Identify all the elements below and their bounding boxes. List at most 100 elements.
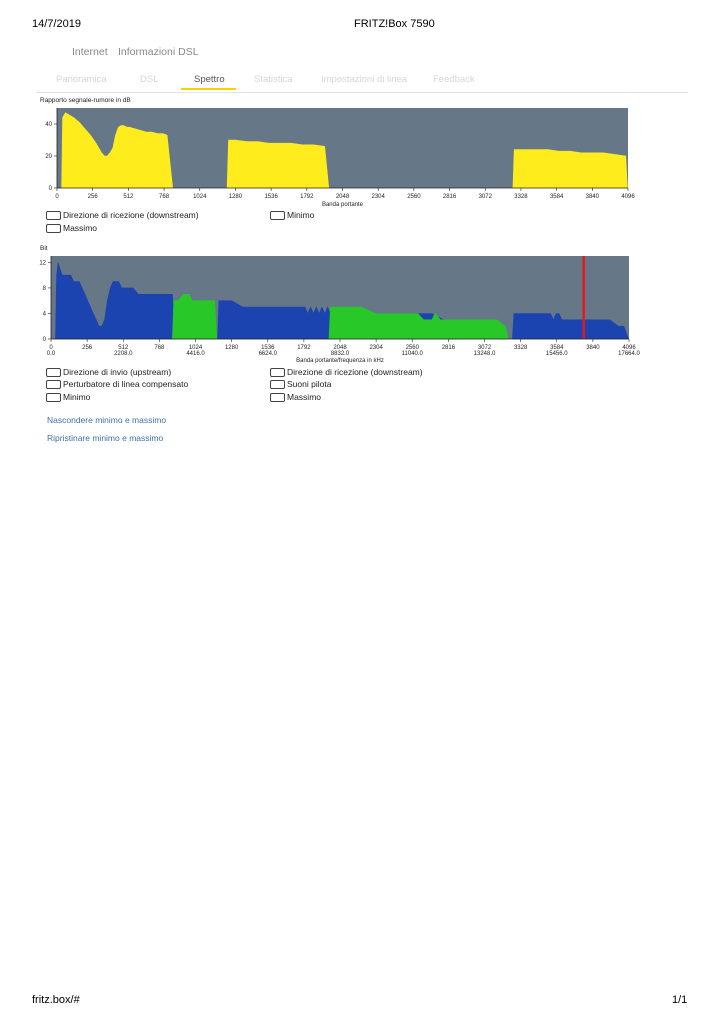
series-0-segment-0 [61, 112, 173, 189]
x-tick-label: 1792 [300, 194, 314, 200]
x-axis-label: Banda portante [322, 202, 364, 208]
legend-bits-upstream-label: Direzione di invio (upstream) [63, 367, 172, 377]
bits-chart: 0 4 8 12 0 256 512 768 1024 1280 1536 1792 2048 2304 2… [39, 256, 641, 364]
legend-bits-crosstalk[interactable]: Perturbatore di linea compensato [46, 379, 188, 389]
x-tick-label: 3328 [514, 194, 528, 200]
x-tick-label: 1024 [193, 194, 207, 200]
checkbox-bits-downstream[interactable] [270, 367, 285, 377]
checkbox-snr-downstream[interactable] [46, 210, 61, 220]
snr-chart: 0 20 40 0 256 512 768 1024 1280 1536 1792 2048 2304 2… [45, 108, 635, 208]
checkbox-snr-maximum[interactable] [46, 223, 61, 233]
x-tick-label: 2560 [406, 345, 420, 351]
x-tick-khz-label: 6624.0 [259, 351, 278, 357]
checkbox-bits-crosstalk[interactable] [46, 379, 61, 389]
y-tick-label: 4 [43, 311, 47, 317]
tab-feedback[interactable]: Feedback [433, 74, 475, 85]
x-tick-khz-label: 0.0 [47, 351, 56, 357]
x-tick-label: 3072 [478, 345, 492, 351]
x-tick-label: 512 [118, 345, 129, 351]
y-tick-label: 12 [39, 260, 46, 266]
snr-chart-title: Rapporto segnale-rumore in dB [40, 97, 131, 104]
legend-snr-maximum[interactable]: Massimo [46, 223, 97, 233]
x-tick-label: 4096 [621, 194, 635, 200]
legend-snr-downstream-label: Direzione di ricezione (downstream) [63, 210, 199, 220]
legend-snr-maximum-label: Massimo [63, 223, 98, 233]
tab-spectrum[interactable]: Spettro [194, 74, 225, 85]
series-1-segment-1 [328, 306, 509, 340]
x-tick-label: 2816 [442, 345, 456, 351]
print-title: FRITZ!Box 7590 [354, 18, 435, 30]
y-tick-label: 20 [45, 154, 52, 160]
x-axis-label: Banda portante/frequenza in kHz [296, 358, 384, 364]
checkbox-bits-pilot[interactable] [270, 379, 285, 389]
y-tick-label: 0 [49, 186, 53, 192]
x-tick-label: 256 [88, 194, 99, 200]
legend-bits-minimum[interactable]: Minimo [46, 392, 90, 402]
legend-bits-crosstalk-label: Perturbatore di linea compensato [63, 379, 189, 389]
tab-overview[interactable]: Panoramica [56, 74, 107, 85]
x-tick-label: 2048 [336, 194, 350, 200]
x-tick-label: 1536 [261, 345, 275, 351]
checkbox-bits-minimum[interactable] [46, 392, 61, 402]
x-tick-label: 3840 [586, 194, 600, 200]
hide-minmax-link[interactable]: Nascondere minimo e massimo [47, 415, 167, 425]
x-tick-label: 1792 [297, 345, 311, 351]
legend-bits-downstream[interactable]: Direzione di ricezione (downstream) [270, 367, 423, 377]
series-0-segment-2 [512, 149, 628, 189]
x-tick-khz-label: 8832.0 [331, 351, 350, 357]
restore-minmax-link[interactable]: Ripristinare minimo e massimo [47, 433, 164, 443]
x-tick-label: 1024 [189, 345, 203, 351]
series-0-segment-0 [55, 262, 176, 340]
x-tick-label: 3328 [514, 345, 528, 351]
x-tick-label: 768 [154, 345, 165, 351]
x-tick-label: 2304 [372, 194, 386, 200]
x-tick-khz-label: 15456.0 [546, 351, 568, 357]
y-tick-label: 8 [43, 286, 47, 292]
series-0-segment-1 [217, 300, 333, 340]
x-tick-khz-label: 17664.0 [618, 351, 640, 357]
print-date: 14/7/2019 [32, 18, 81, 30]
legend-snr-minimum-label: Minimo [287, 210, 315, 220]
x-tick-label: 0 [49, 345, 53, 351]
checkbox-snr-minimum[interactable] [270, 210, 285, 220]
series-1-segment-0 [172, 294, 218, 340]
legend-snr-minimum[interactable]: Minimo [270, 210, 314, 220]
legend-bits-pilot[interactable]: Suoni pilota [270, 379, 331, 389]
x-tick-label: 2816 [443, 194, 457, 200]
series-0-segment-1 [226, 139, 330, 189]
legend-bits-maximum[interactable]: Massimo [270, 392, 321, 402]
legend-snr-downstream[interactable]: Direzione di ricezione (downstream) [46, 210, 199, 220]
legend-bits-upstream[interactable]: Direzione di invio (upstream) [46, 367, 171, 377]
breadcrumb-internet[interactable]: Internet [72, 46, 108, 58]
x-tick-khz-label: 11040.0 [402, 351, 424, 357]
x-tick-label: 512 [123, 194, 134, 200]
legend-bits-minimum-label: Minimo [63, 392, 91, 402]
checkbox-bits-maximum[interactable] [270, 392, 285, 402]
x-tick-label: 3584 [550, 345, 564, 351]
x-tick-label: 2304 [369, 345, 383, 351]
legend-bits-downstream-label: Direzione di ricezione (downstream) [287, 367, 423, 377]
breadcrumb-dsl-info: Informazioni DSL [118, 46, 199, 58]
print-footer-url: fritz.box/# [32, 994, 80, 1006]
active-tab-indicator [181, 88, 236, 90]
tab-statistics[interactable]: Statistica [254, 74, 293, 85]
legend-bits-pilot-label: Suoni pilota [287, 379, 332, 389]
y-tick-label: 40 [45, 122, 52, 128]
x-tick-label: 1536 [264, 194, 278, 200]
checkbox-bits-upstream[interactable] [46, 367, 61, 377]
legend-bits-maximum-label: Massimo [287, 392, 322, 402]
x-tick-label: 1280 [225, 345, 239, 351]
pilot-tone-marker [582, 256, 585, 339]
x-tick-label: 2048 [333, 345, 347, 351]
x-tick-label: 3072 [479, 194, 493, 200]
print-footer-page: 1/1 [672, 994, 688, 1006]
tab-line-settings[interactable]: Impostazioni di linea [321, 74, 408, 85]
x-tick-label: 0 [55, 194, 59, 200]
tab-dsl[interactable]: DSL [140, 74, 159, 85]
series-0-segment-3 [512, 313, 629, 340]
x-tick-khz-label: 13248.0 [474, 351, 496, 357]
x-tick-label: 768 [159, 194, 170, 200]
x-tick-label: 256 [82, 345, 93, 351]
x-tick-khz-label: 2208.0 [114, 351, 133, 357]
x-tick-label: 1280 [229, 194, 243, 200]
